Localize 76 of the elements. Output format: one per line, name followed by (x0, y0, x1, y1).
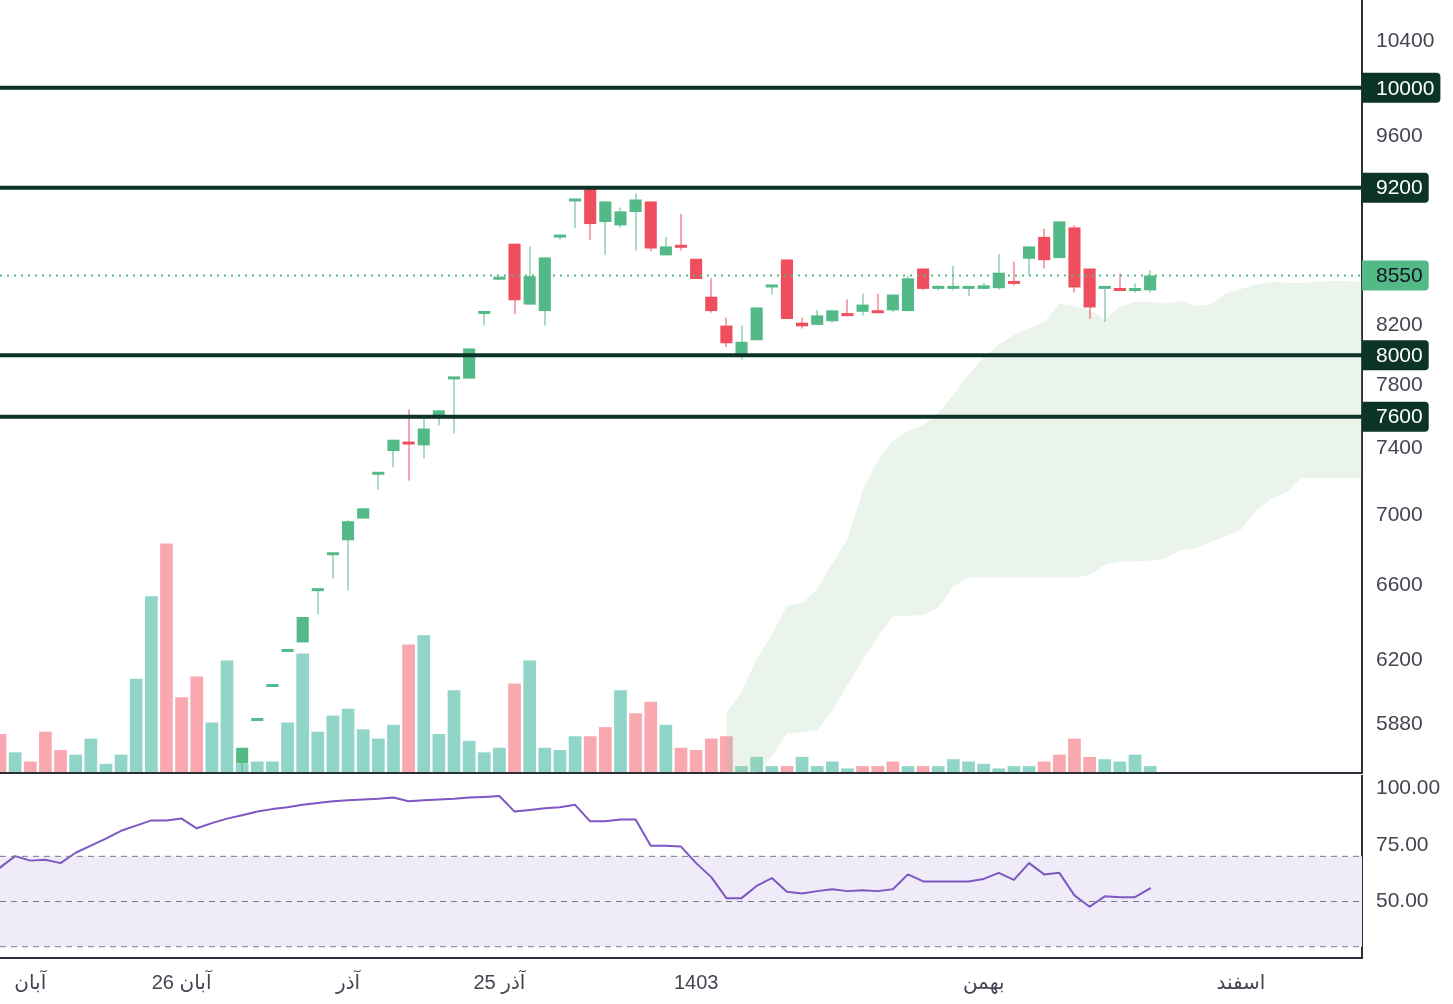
bar (296, 653, 310, 773)
y-tick-label: 75.00 (1376, 831, 1429, 855)
bar (689, 750, 703, 773)
bar (190, 676, 204, 773)
ref-line-label: 9200 (1376, 175, 1423, 199)
ref-line-label: 8000 (1376, 342, 1423, 366)
bar (311, 731, 325, 773)
candlestick (478, 310, 491, 327)
y-tick-label: 7400 (1376, 435, 1423, 459)
bar (205, 722, 219, 773)
x-tick-label: اسفند (1216, 970, 1266, 993)
y-tick-label: 5880 (1376, 710, 1423, 734)
bar (704, 738, 718, 773)
bar (493, 747, 506, 773)
ref-line-label: 8550 (1376, 263, 1423, 287)
candlestick (765, 284, 778, 296)
bar (326, 715, 340, 773)
bar (629, 713, 642, 773)
bar (750, 756, 764, 773)
bar (54, 750, 67, 773)
bar (477, 752, 491, 773)
y-tick-label: 8200 (1376, 312, 1423, 336)
bar (947, 759, 960, 773)
bar (387, 724, 400, 773)
y-tick-label: 10400 (1376, 27, 1435, 51)
bar (39, 731, 52, 773)
bar (538, 747, 552, 773)
bar (568, 736, 582, 773)
bar (674, 747, 688, 773)
bar (447, 690, 461, 773)
ref-line-label: 10000 (1376, 75, 1435, 99)
x-tick-label: 25 آذر (473, 968, 527, 994)
bar (1052, 754, 1066, 773)
bar (992, 768, 1006, 773)
bar (553, 750, 567, 773)
bar (508, 683, 521, 773)
bar (1098, 759, 1112, 773)
bar (356, 729, 370, 773)
x-tick-label: آذر (335, 968, 362, 994)
bar (432, 733, 446, 773)
x-tick-label: 26 آبان (151, 968, 213, 993)
x-tick-label: آبان (14, 968, 48, 993)
bar (659, 724, 673, 773)
x-tick-label: بهمن (962, 970, 1005, 994)
bar (841, 768, 854, 773)
bar (1068, 738, 1081, 773)
bar (160, 543, 173, 773)
bar (220, 660, 234, 773)
y-tick-label: 6600 (1376, 572, 1423, 596)
bar (402, 644, 415, 773)
bar (462, 740, 476, 773)
bar (129, 678, 143, 773)
y-tick-label: 7800 (1376, 372, 1423, 396)
ref-line-label: 7600 (1376, 404, 1423, 428)
y-tick-label: 100.00 (1376, 775, 1441, 799)
y-tick-label: 9600 (1376, 123, 1423, 147)
bar (175, 697, 188, 773)
bar (144, 596, 158, 773)
bar (69, 754, 83, 773)
bar (281, 722, 294, 773)
bar (417, 635, 431, 773)
bar (523, 660, 537, 773)
y-tick-label: 7000 (1376, 501, 1423, 525)
bar (598, 727, 612, 773)
bar (341, 708, 355, 773)
x-tick-label: 1403 (673, 970, 719, 993)
bar (1083, 756, 1096, 773)
y-tick-label: 6200 (1376, 647, 1423, 671)
bar (720, 736, 733, 773)
bar (84, 738, 98, 773)
bar (644, 701, 658, 773)
candlestick (372, 471, 385, 491)
bar (371, 738, 385, 773)
bar (614, 690, 627, 773)
bar (583, 736, 597, 773)
y-tick-label: 50.00 (1376, 888, 1429, 912)
